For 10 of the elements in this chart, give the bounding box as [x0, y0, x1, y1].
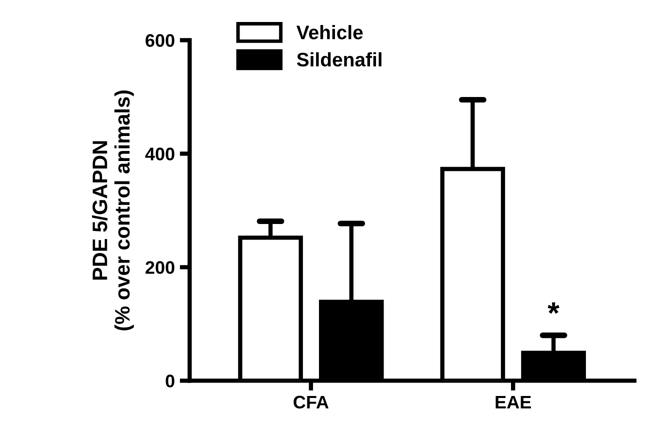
y-axis-title: PDE 5/GAPDN (% over control animals) — [92, 90, 134, 330]
y-tick-label: 600 — [146, 34, 174, 47]
annotation: * — [548, 302, 560, 314]
x-tick-label: CFA — [294, 396, 329, 409]
legend-label: Sildenafil — [296, 52, 382, 67]
legend-label: Vehicle — [296, 25, 363, 40]
y-tick-label: 400 — [145, 148, 174, 160]
y-tick-label: 200 — [146, 261, 174, 274]
x-tick-label: EAE — [496, 396, 531, 408]
y-tick-label: 0 — [166, 374, 174, 388]
